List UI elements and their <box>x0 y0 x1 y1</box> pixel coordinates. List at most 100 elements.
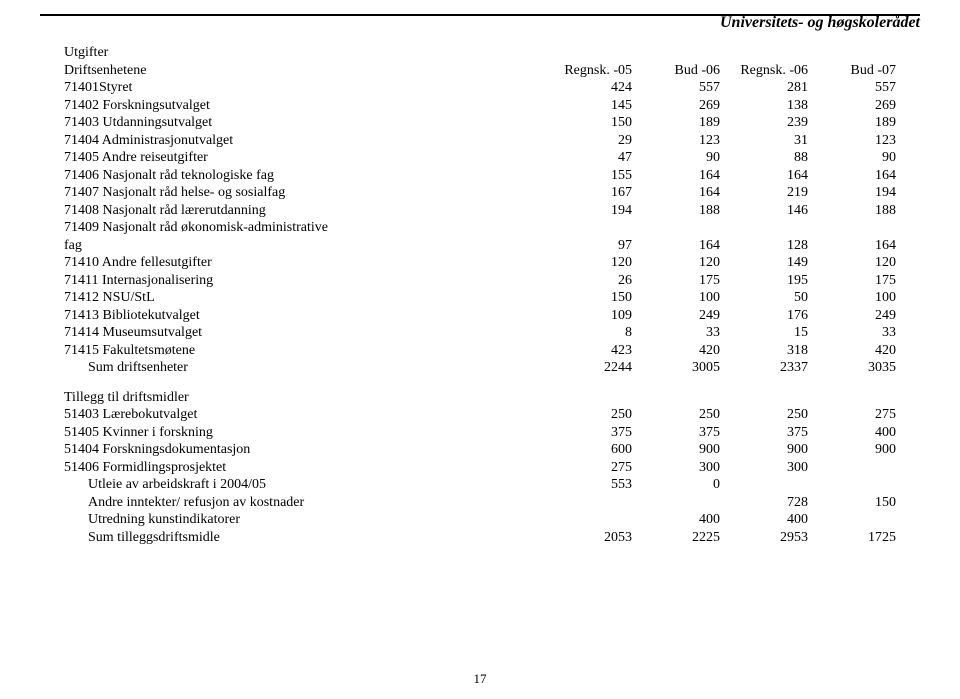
row-value: 109 <box>548 307 636 325</box>
row-value: 318 <box>724 342 812 360</box>
row-label: 71407 Nasjonalt råd helse- og sosialfag <box>60 184 548 202</box>
row-label: 71410 Andre fellesutgifter <box>60 254 548 272</box>
row-value: 600 <box>548 441 636 459</box>
table-row: 71408 Nasjonalt råd lærerutdanning194188… <box>60 202 900 220</box>
table-row: 71406 Nasjonalt råd teknologiske fag1551… <box>60 167 900 185</box>
row-label: 71408 Nasjonalt råd lærerutdanning <box>60 202 548 220</box>
row-value: 239 <box>724 114 812 132</box>
row-value: 167 <box>548 184 636 202</box>
row-value: 300 <box>724 459 812 477</box>
table-row: 71405 Andre reiseutgifter47908890 <box>60 149 900 167</box>
sum1-v0: 2244 <box>548 359 636 377</box>
row-value: 150 <box>548 114 636 132</box>
sum2-v3: 1725 <box>812 529 900 547</box>
row-label: 71414 Museumsutvalget <box>60 324 548 342</box>
row-label: 71401Styret <box>60 79 548 97</box>
col-header-3: Regnsk. -06 <box>724 62 812 80</box>
row-value: 97 <box>548 237 636 255</box>
row-value: 155 <box>548 167 636 185</box>
row-value <box>812 219 900 237</box>
row-value: 420 <box>636 342 724 360</box>
row-value: 15 <box>724 324 812 342</box>
row-value: 194 <box>812 184 900 202</box>
row-value: 150 <box>812 494 900 512</box>
row-value: 120 <box>812 254 900 272</box>
row-value: 269 <box>812 97 900 115</box>
row-value: 33 <box>812 324 900 342</box>
row-value <box>636 494 724 512</box>
row-value: 90 <box>812 149 900 167</box>
row-value: 8 <box>548 324 636 342</box>
row-label: Utleie av arbeidskraft i 2004/05 <box>60 476 548 494</box>
row-label: 51405 Kvinner i forskning <box>60 424 548 442</box>
table-row: fag97164128164 <box>60 237 900 255</box>
row-value <box>636 219 724 237</box>
row-value: 100 <box>812 289 900 307</box>
row-value: 275 <box>548 459 636 477</box>
table-row: 71404 Administrasjonutvalget2912331123 <box>60 132 900 150</box>
row-value: 249 <box>812 307 900 325</box>
row-value: 29 <box>548 132 636 150</box>
row-value: 219 <box>724 184 812 202</box>
row-value: 269 <box>636 97 724 115</box>
row-value: 195 <box>724 272 812 290</box>
row-value: 149 <box>724 254 812 272</box>
section1-subtitle: Driftsenhetene <box>60 62 548 80</box>
row-value: 176 <box>724 307 812 325</box>
row-value <box>812 511 900 529</box>
row-value: 400 <box>636 511 724 529</box>
row-value: 424 <box>548 79 636 97</box>
row-value: 553 <box>548 476 636 494</box>
table-row: 71415 Fakultetsmøtene423420318420 <box>60 342 900 360</box>
row-value: 250 <box>636 406 724 424</box>
row-value: 33 <box>636 324 724 342</box>
row-value: 100 <box>636 289 724 307</box>
row-label: 71403 Utdanningsutvalget <box>60 114 548 132</box>
row-value: 375 <box>724 424 812 442</box>
row-value: 150 <box>548 289 636 307</box>
row-value: 138 <box>724 97 812 115</box>
row-value: 146 <box>724 202 812 220</box>
row-value <box>812 476 900 494</box>
row-value: 164 <box>636 184 724 202</box>
row-value: 90 <box>636 149 724 167</box>
row-value: 164 <box>636 237 724 255</box>
sum2-v1: 2225 <box>636 529 724 547</box>
row-value: 164 <box>812 167 900 185</box>
row-value: 189 <box>636 114 724 132</box>
row-value: 0 <box>636 476 724 494</box>
col-header-2: Bud -06 <box>636 62 724 80</box>
row-value <box>548 511 636 529</box>
row-value: 31 <box>724 132 812 150</box>
sum1-v1: 3005 <box>636 359 724 377</box>
row-value: 300 <box>636 459 724 477</box>
table-row: 71402 Forskningsutvalget145269138269 <box>60 97 900 115</box>
table-row: 71403 Utdanningsutvalget150189239189 <box>60 114 900 132</box>
sum1-label: Sum driftsenheter <box>60 359 548 377</box>
row-value: 47 <box>548 149 636 167</box>
row-value: 281 <box>724 79 812 97</box>
table-row: 51403 Lærebokutvalget250250250275 <box>60 406 900 424</box>
table-row: 51405 Kvinner i forskning375375375400 <box>60 424 900 442</box>
row-label: 71409 Nasjonalt råd økonomisk-administra… <box>60 219 548 237</box>
sum1-row: Sum driftsenheter 2244 3005 2337 3035 <box>60 359 900 377</box>
row-label: 51403 Lærebokutvalget <box>60 406 548 424</box>
table-row: 71407 Nasjonalt råd helse- og sosialfag1… <box>60 184 900 202</box>
row-label: 71404 Administrasjonutvalget <box>60 132 548 150</box>
sum2-v0: 2053 <box>548 529 636 547</box>
table-row: Andre inntekter/ refusjon av kostnader72… <box>60 494 900 512</box>
row-value: 175 <box>636 272 724 290</box>
row-value: 423 <box>548 342 636 360</box>
row-label: 51406 Formidlingsprosjektet <box>60 459 548 477</box>
table-row: 71414 Museumsutvalget8331533 <box>60 324 900 342</box>
sum1-v3: 3035 <box>812 359 900 377</box>
row-value: 188 <box>636 202 724 220</box>
row-value: 249 <box>636 307 724 325</box>
row-value: 50 <box>724 289 812 307</box>
row-value: 900 <box>636 441 724 459</box>
header-rule <box>40 14 920 16</box>
row-value: 400 <box>812 424 900 442</box>
page-content: Utgifter Driftsenhetene Regnsk. -05 Bud … <box>60 44 900 546</box>
row-label: 51404 Forskningsdokumentasjon <box>60 441 548 459</box>
row-label: 71415 Fakultetsmøtene <box>60 342 548 360</box>
